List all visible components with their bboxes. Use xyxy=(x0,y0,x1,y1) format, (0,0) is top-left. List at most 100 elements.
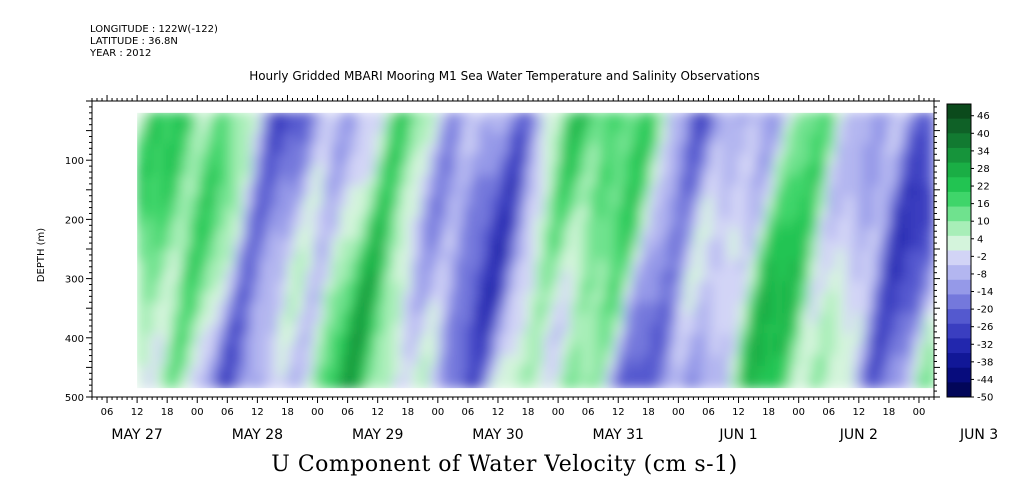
heatmap-cell xyxy=(162,376,174,390)
heatmap-cell xyxy=(313,334,325,347)
no-data-top xyxy=(92,101,934,113)
heatmap-cell xyxy=(136,260,147,273)
heatmap-cell xyxy=(339,260,351,273)
heatmap-cell xyxy=(897,365,909,379)
heatmap-cell xyxy=(180,270,192,284)
heatmap-cell xyxy=(525,334,537,347)
heatmap-cell xyxy=(463,164,475,178)
heatmap-cell xyxy=(605,111,617,125)
heatmap-cell xyxy=(295,143,307,157)
heatmap-cell xyxy=(596,164,608,178)
heatmap-cell xyxy=(366,302,378,316)
heatmap-cell xyxy=(446,133,457,146)
heatmap-cell xyxy=(764,228,776,241)
heatmap-cell xyxy=(313,196,325,210)
heatmap-cell xyxy=(587,196,599,210)
heatmap-cell xyxy=(410,302,422,316)
heatmap-cell xyxy=(313,185,325,199)
heatmap-cell xyxy=(667,344,679,358)
heatmap-cell xyxy=(322,143,333,157)
heatmap-cell xyxy=(437,270,449,284)
heatmap-cell xyxy=(711,365,723,379)
heatmap-cell xyxy=(871,185,882,199)
heatmap-cell xyxy=(862,217,874,231)
heatmap-cell xyxy=(605,196,617,210)
heatmap-cell xyxy=(667,302,679,316)
heatmap-cell xyxy=(640,143,652,157)
heatmap-cell xyxy=(481,365,493,379)
heatmap-cell xyxy=(685,133,696,146)
heatmap-cell xyxy=(375,270,387,284)
heatmap-cell xyxy=(516,334,528,347)
heatmap-cell xyxy=(286,281,298,294)
heatmap-cell xyxy=(224,217,236,231)
heatmap-cell xyxy=(348,270,360,284)
heatmap-cell xyxy=(747,302,758,316)
heatmap-cell xyxy=(844,207,856,220)
heatmap-cell xyxy=(286,217,298,231)
heatmap-cell xyxy=(826,122,838,136)
heatmap-cell xyxy=(764,249,776,263)
heatmap-cell xyxy=(897,355,909,368)
heatmap-cell xyxy=(543,207,555,220)
heatmap-cell xyxy=(251,196,263,210)
heatmap-cell xyxy=(534,376,546,390)
heatmap-cell xyxy=(534,164,546,178)
heatmap-cell xyxy=(339,376,351,390)
heatmap-cell xyxy=(755,323,767,337)
heatmap-cell xyxy=(215,196,227,210)
heatmap-cell xyxy=(693,217,705,231)
no-data-left xyxy=(92,101,138,397)
heatmap-cell xyxy=(260,344,271,358)
heatmap-cell xyxy=(366,344,378,358)
heatmap-cell xyxy=(392,355,404,368)
heatmap-cell xyxy=(729,344,741,358)
heatmap-cell xyxy=(791,365,803,379)
heatmap-cell xyxy=(392,133,404,146)
heatmap-cell xyxy=(171,365,183,379)
heatmap-cell xyxy=(198,164,209,178)
x-date-label: MAY 27 xyxy=(111,427,162,443)
heatmap-cell xyxy=(791,281,803,294)
heatmap-cell xyxy=(693,323,705,337)
heatmap-cell xyxy=(304,185,316,199)
heatmap-cell xyxy=(906,111,918,125)
heatmap-cell xyxy=(658,196,670,210)
heatmap-cell xyxy=(224,302,236,316)
heatmap-cell xyxy=(569,238,581,252)
heatmap-cell xyxy=(534,207,546,220)
heatmap-cell xyxy=(277,164,289,178)
heatmap-cell xyxy=(614,344,626,358)
heatmap-cell xyxy=(747,281,758,294)
heatmap-cell xyxy=(915,217,927,231)
heatmap-cell xyxy=(924,270,934,284)
heatmap-cell xyxy=(631,334,643,347)
colorbar-label: -20 xyxy=(977,305,993,316)
heatmap-cell xyxy=(791,122,803,136)
heatmap-cell xyxy=(702,270,714,284)
heatmap-cell xyxy=(507,302,519,316)
heatmap-cell xyxy=(428,313,440,326)
heatmap-cell xyxy=(384,228,395,241)
heatmap-cell xyxy=(561,355,572,368)
heatmap-cell xyxy=(251,175,263,188)
heatmap-cell xyxy=(587,355,599,368)
heatmap-cell xyxy=(490,323,502,337)
heatmap-cell xyxy=(764,376,776,390)
heatmap-cell xyxy=(375,249,387,263)
heatmap-cell xyxy=(667,260,679,273)
heatmap-cell xyxy=(401,376,413,390)
heatmap-cell xyxy=(454,323,466,337)
heatmap-cell xyxy=(658,355,670,368)
heatmap-cell xyxy=(729,270,741,284)
heatmap-cell xyxy=(800,154,812,167)
heatmap-cell xyxy=(871,175,882,188)
heatmap-cell xyxy=(446,313,457,326)
heatmap-cell xyxy=(605,365,617,379)
heatmap-cell xyxy=(304,217,316,231)
heatmap-cell xyxy=(153,133,165,146)
heatmap-cell xyxy=(136,207,147,220)
heatmap-cell xyxy=(410,133,422,146)
heatmap-cell xyxy=(136,185,147,199)
heatmap-cell xyxy=(826,249,838,263)
